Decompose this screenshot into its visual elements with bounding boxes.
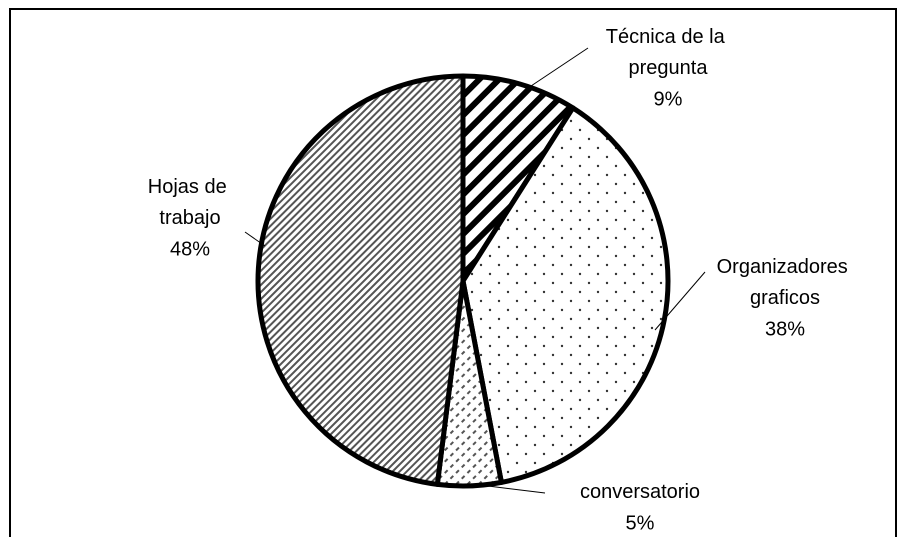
label-line: Hojas de bbox=[148, 176, 233, 198]
value-label: 38% bbox=[765, 318, 805, 340]
slice-label: conversatorio bbox=[580, 481, 700, 503]
label-line: pregunta bbox=[629, 57, 709, 79]
leader-line bbox=[479, 484, 546, 494]
label-line: trabajo bbox=[159, 207, 220, 229]
leader-line bbox=[244, 231, 266, 247]
leader-line bbox=[654, 271, 706, 331]
pie-slice bbox=[460, 73, 576, 284]
label-line: Técnica de la bbox=[606, 26, 731, 48]
slice-label: Técnica de la pregunta bbox=[606, 26, 731, 79]
leader-line bbox=[527, 47, 589, 89]
value-label: 5% bbox=[626, 512, 655, 534]
label-line: graficos bbox=[750, 287, 820, 309]
value-label: 9% bbox=[654, 88, 683, 110]
slice-label: Hojas de trabajo bbox=[148, 176, 233, 229]
label-line: conversatorio bbox=[580, 481, 700, 503]
label-line: Organizadores bbox=[717, 256, 854, 278]
slice-label: Organizadores graficos bbox=[717, 256, 854, 309]
value-label: 48% bbox=[170, 238, 210, 260]
pie-slice bbox=[255, 73, 466, 487]
frame bbox=[9, 8, 897, 537]
